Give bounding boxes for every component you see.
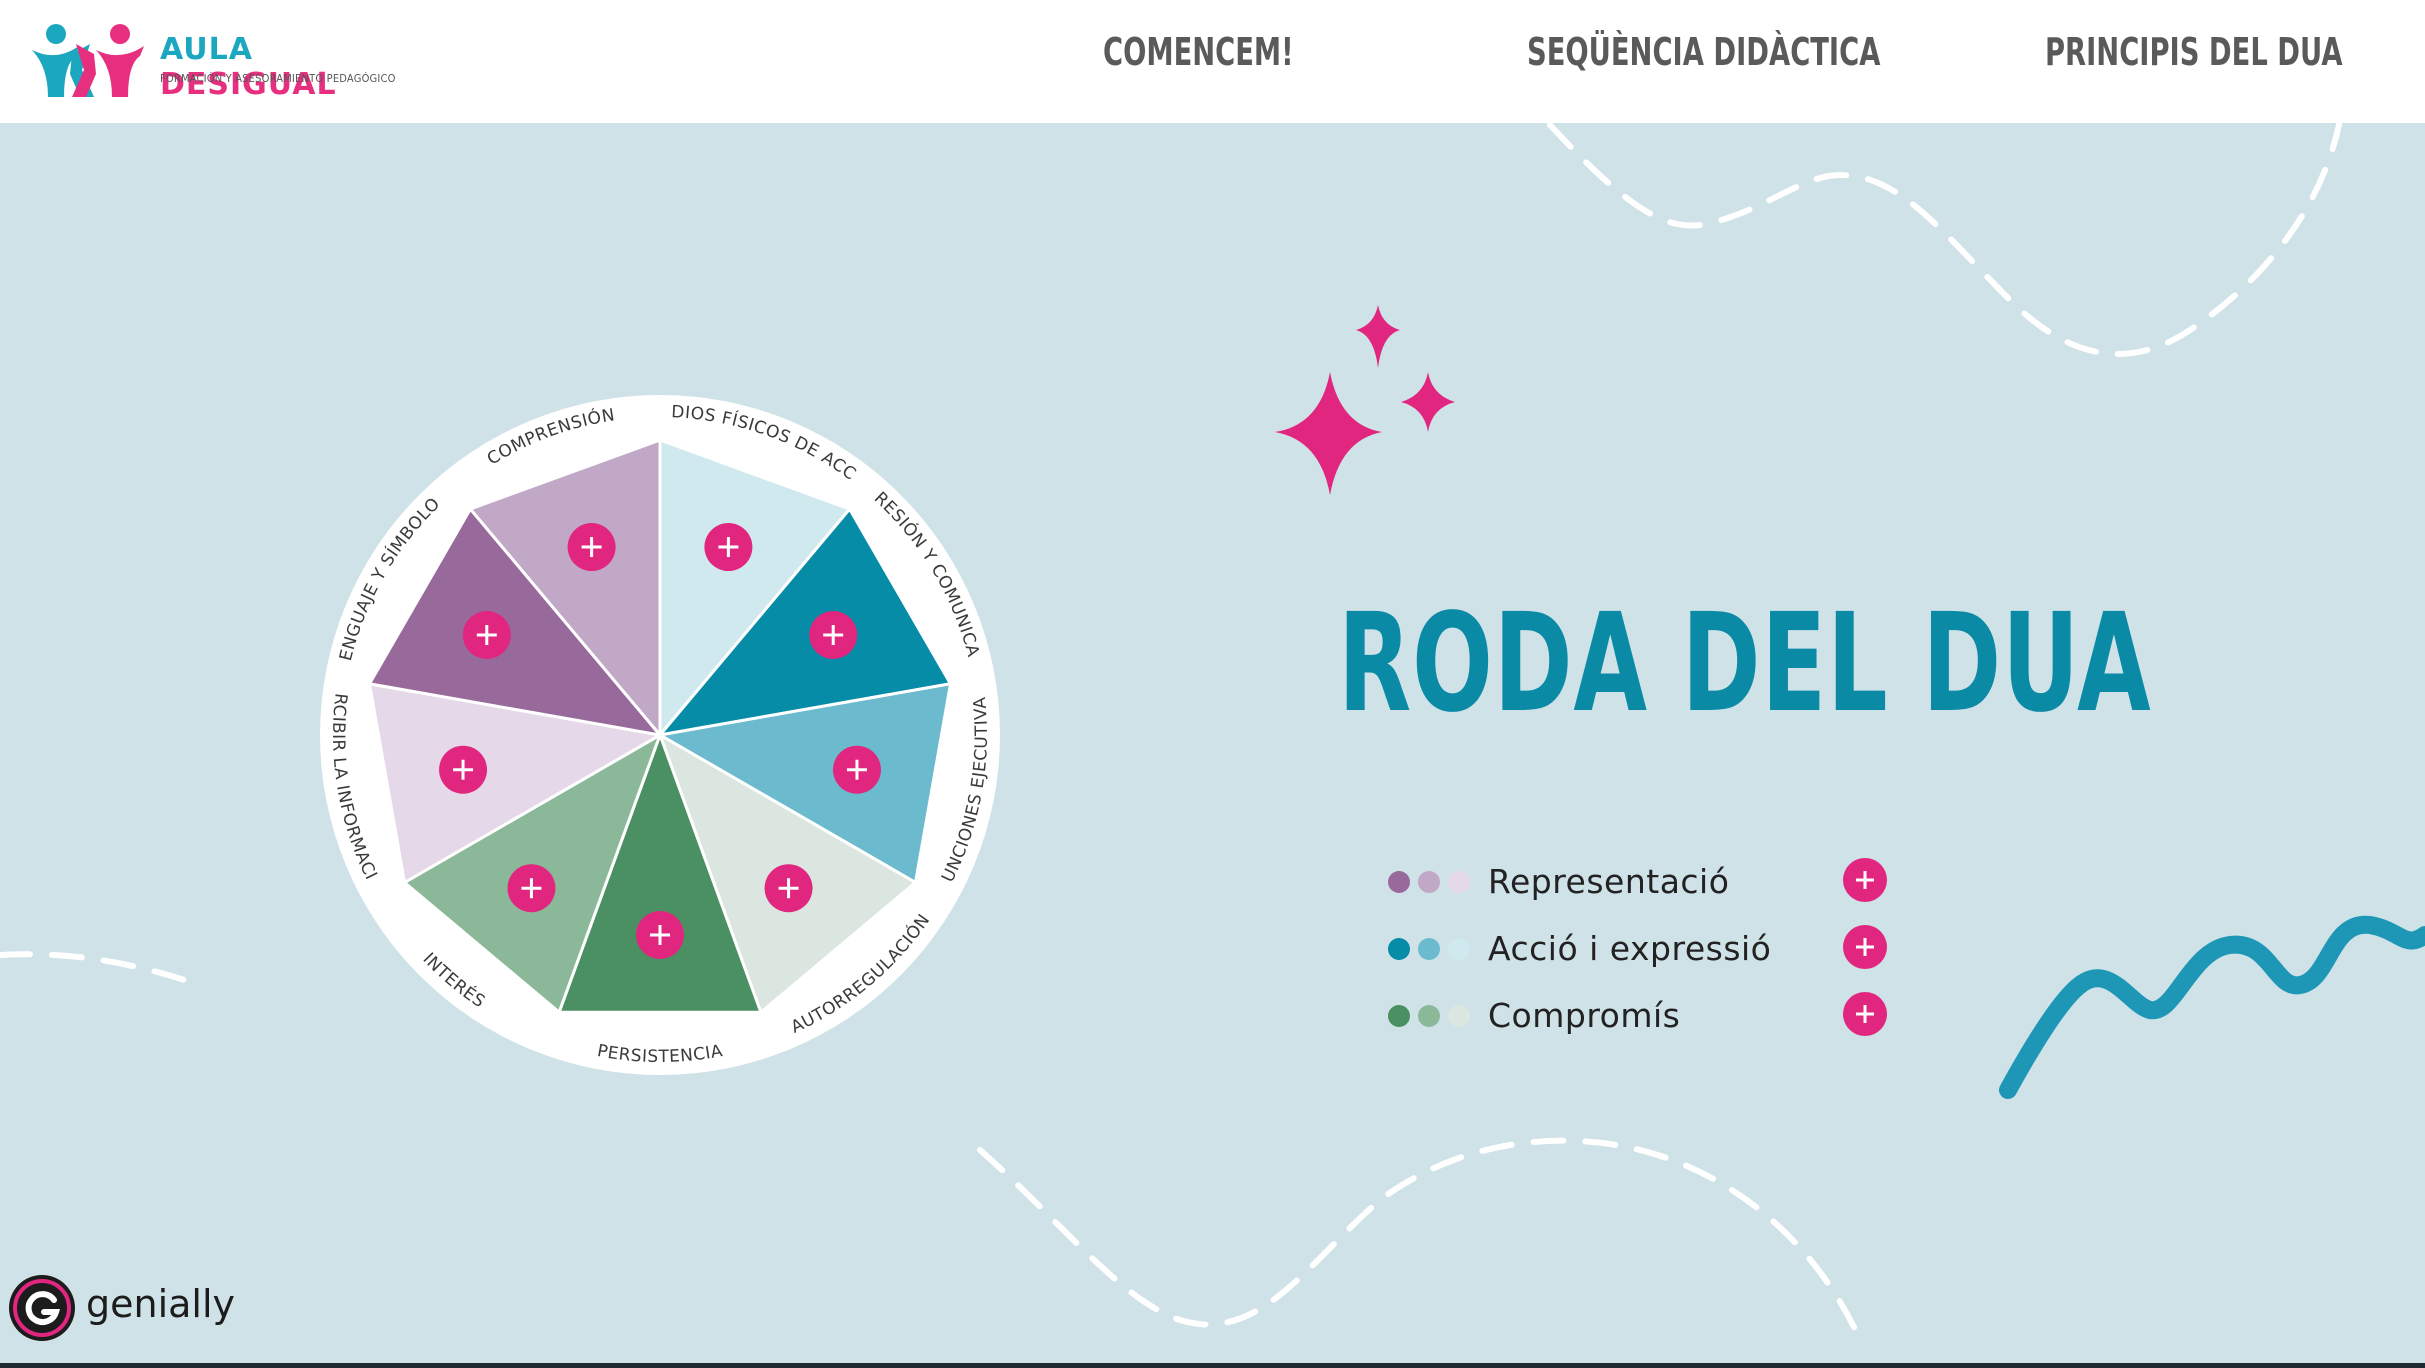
legend-item-compromis: Compromís	[1388, 992, 1908, 1038]
legend-dot-2	[1418, 871, 1440, 893]
segment-plus-button[interactable]	[832, 745, 881, 794]
segment-plus-button[interactable]	[507, 864, 556, 913]
legend-dot-1	[1388, 1005, 1410, 1027]
representacio-plus-button[interactable]	[1843, 858, 1887, 902]
dashed-curve-top	[1547, 117, 2343, 357]
dashed-curve-left	[0, 951, 203, 988]
legend-item-accio-expressio: Acció i expressió	[1388, 925, 1908, 971]
segment-plus-button[interactable]	[462, 611, 511, 659]
legend-dot-3	[1448, 871, 1470, 893]
segment-plus-button[interactable]	[567, 523, 616, 572]
legend-dot-3	[1448, 938, 1470, 960]
sparkle-small-icon	[1356, 305, 1400, 368]
page-title: RODA DEL DUA	[1338, 585, 2152, 743]
wheel-segment[interactable]	[468, 438, 662, 737]
wheel-segment-label: PERCIBIR LA INFORMACIÓN	[130, 205, 381, 883]
compromis-plus-button[interactable]	[1843, 992, 1887, 1036]
legend-dot-1	[1388, 871, 1410, 893]
sparkle-medium-icon	[1401, 372, 1455, 432]
squiggle-line	[1999, 915, 2425, 1099]
accio-expressio-plus-button[interactable]	[1843, 925, 1887, 969]
legend-label: Representació	[1488, 862, 1730, 901]
legend-label: Compromís	[1488, 996, 1681, 1035]
genially-badge[interactable]: genially	[6, 1272, 266, 1342]
legend-dot-2	[1418, 938, 1440, 960]
bottom-edge-bar	[0, 1363, 2425, 1368]
dua-wheel: MEDIOS FÍSICOS DE ACCIÓNEXPRESIÓN Y COMU…	[130, 205, 1000, 1075]
genially-logo-icon	[9, 1275, 75, 1341]
genially-label: genially	[86, 1282, 236, 1326]
legend-dot-2	[1418, 1005, 1440, 1027]
nav-principis-del-dua[interactable]: PRINCIPIS DEL DUA	[2045, 30, 2343, 74]
aula-desigual-logo[interactable]: AULA DESIGUAL FORMACIÓN Y ASESORAMIENTO …	[24, 22, 404, 102]
brand-name: AULA DESIGUAL	[160, 32, 404, 102]
brand-name-part1: AULA	[160, 32, 253, 67]
segment-plus-button[interactable]	[636, 911, 684, 959]
legend-label: Acció i expressió	[1488, 929, 1772, 968]
segment-plus-button[interactable]	[809, 611, 858, 659]
dashed-curve-bottom	[977, 1137, 1863, 1343]
legend-item-representacio: Representació	[1388, 858, 1908, 904]
segment-plus-button[interactable]	[764, 864, 813, 913]
segment-plus-button[interactable]	[439, 745, 488, 794]
nav-comencem[interactable]: COMENCEM!	[1103, 30, 1294, 74]
segment-plus-button[interactable]	[704, 523, 753, 572]
brand-tagline: FORMACIÓN Y ASESORAMIENTO PEDAGÓGICO	[160, 72, 396, 85]
people-logo-icon	[32, 24, 144, 97]
sparkle-large-icon	[1275, 372, 1382, 495]
nav-sequencia-didactica[interactable]: SEQÜÈNCIA DIDÀCTICA	[1527, 30, 1881, 74]
legend-dot-3	[1448, 1005, 1470, 1027]
top-navigation-bar: AULA DESIGUAL FORMACIÓN Y ASESORAMIENTO …	[0, 0, 2425, 123]
brand-name-part2: DESIGUAL	[160, 67, 337, 102]
legend-dot-1	[1388, 938, 1410, 960]
